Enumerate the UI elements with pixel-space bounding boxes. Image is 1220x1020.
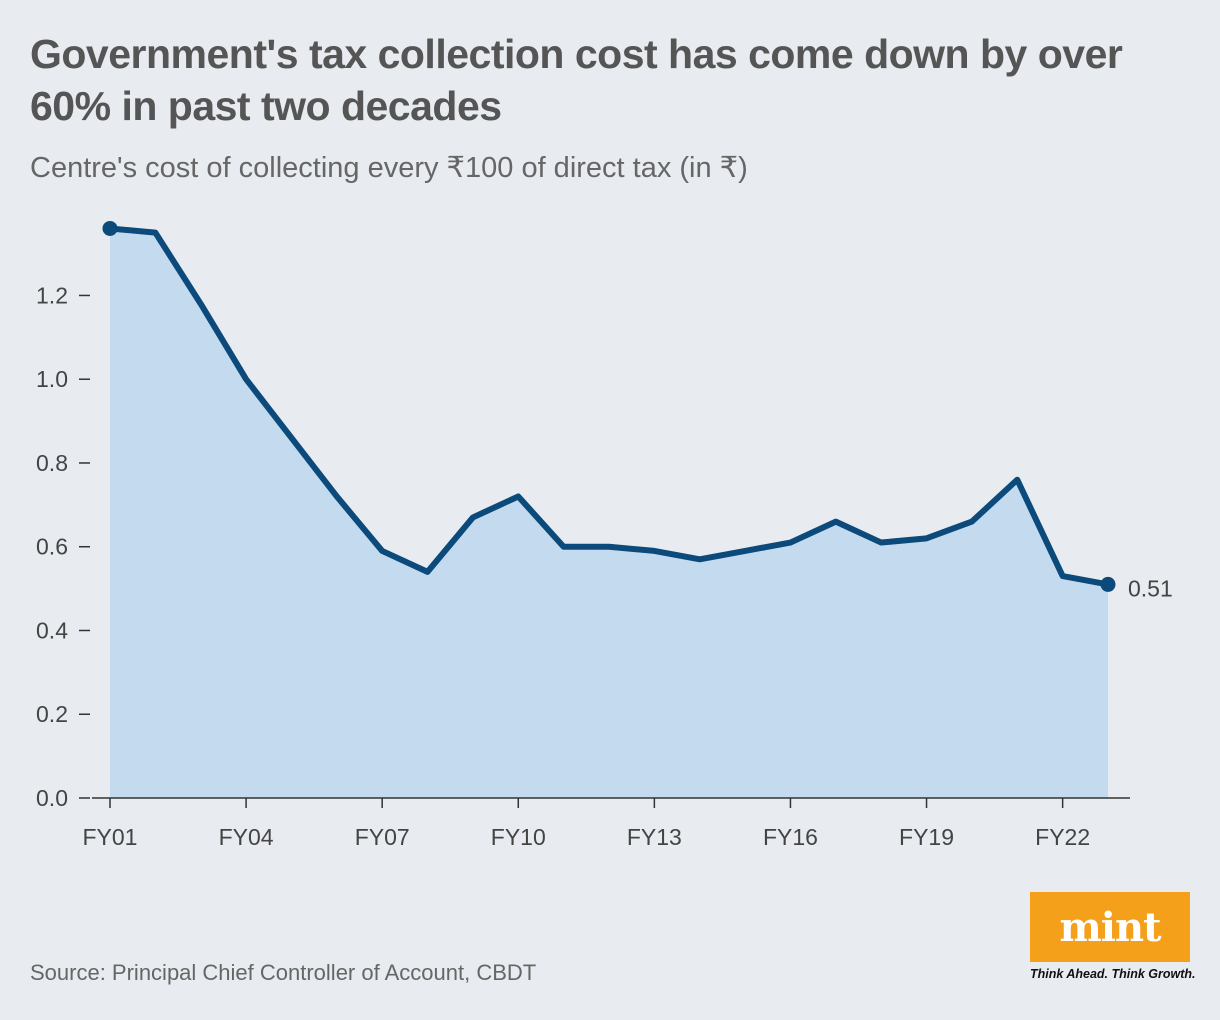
mint-logo: mint — [1030, 892, 1190, 962]
x-tick-label: FY07 — [355, 824, 410, 850]
y-tick-label: 0.6 — [36, 534, 68, 560]
logo-tagline: Think Ahead. Think Growth. — [1030, 967, 1196, 981]
area-chart: 0.0 0.2 0.4 0.6 0.8 1.0 1.2 FY01 FY04 FY07 FY10 FY1… — [36, 220, 1173, 850]
logo-wordmark: mint — [1059, 903, 1161, 951]
x-tick-label: FY16 — [763, 824, 818, 850]
y-tick-label: 1.0 — [36, 366, 68, 392]
y-tick-label: 0.0 — [36, 785, 68, 811]
end-point — [1100, 576, 1116, 592]
area-fill — [110, 228, 1108, 799]
chart-subtitle: Centre's cost of collecting every ₹100 o… — [30, 152, 748, 184]
y-tick-label: 0.2 — [36, 701, 68, 727]
x-tick-label: FY19 — [899, 824, 954, 850]
end-value-label: 0.51 — [1128, 575, 1173, 601]
x-tick-label: FY04 — [219, 824, 274, 850]
start-point — [102, 220, 118, 236]
source-note: Source: Principal Chief Controller of Ac… — [30, 960, 537, 985]
x-tick-label: FY10 — [491, 824, 546, 850]
x-tick-label: FY01 — [83, 824, 138, 850]
y-tick-label: 1.2 — [36, 282, 68, 308]
chart-title: Government's tax collection cost has com… — [30, 31, 1123, 129]
x-tick-label: FY22 — [1035, 824, 1090, 850]
series-line — [107, 225, 1111, 588]
x-tick-label: FY13 — [627, 824, 682, 850]
y-tick-label: 0.4 — [36, 617, 68, 643]
y-tick-label: 0.8 — [36, 450, 68, 476]
